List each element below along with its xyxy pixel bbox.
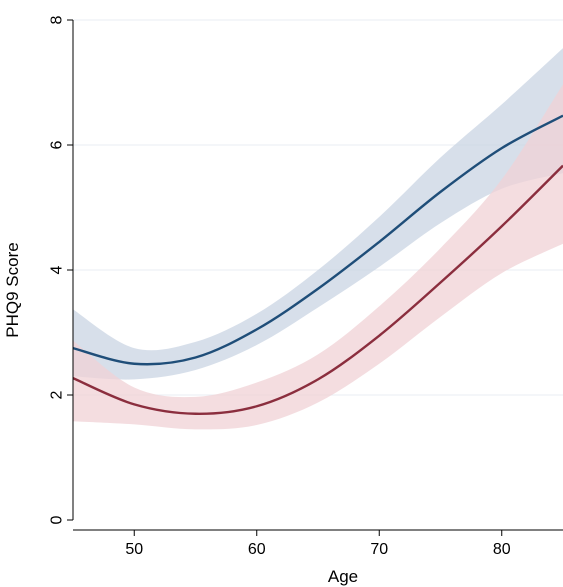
- confidence-band-2: [73, 84, 563, 430]
- y-axis-title: PHQ9 Score: [3, 242, 22, 337]
- series-line-1: [72, 114, 563, 366]
- y-tick-label: 6: [49, 140, 66, 149]
- x-tick-label: 50: [125, 541, 143, 558]
- series-line-2: [72, 164, 563, 415]
- confidence-band-1: [73, 48, 563, 380]
- y-tick-label: 8: [49, 15, 66, 24]
- x-tick-label: 80: [493, 541, 511, 558]
- y-tick-label: 2: [49, 390, 66, 399]
- x-tick-label: 60: [248, 541, 266, 558]
- series-lines: [72, 114, 563, 415]
- x-axis-title: Age: [328, 567, 358, 586]
- y-tick-label: 0: [49, 515, 66, 524]
- y-tick-label: 4: [49, 265, 66, 274]
- confidence-bands: [73, 48, 563, 430]
- ticks: 0 2 4 6 8 50 60 70 80: [49, 15, 511, 558]
- x-tick-label: 70: [370, 541, 388, 558]
